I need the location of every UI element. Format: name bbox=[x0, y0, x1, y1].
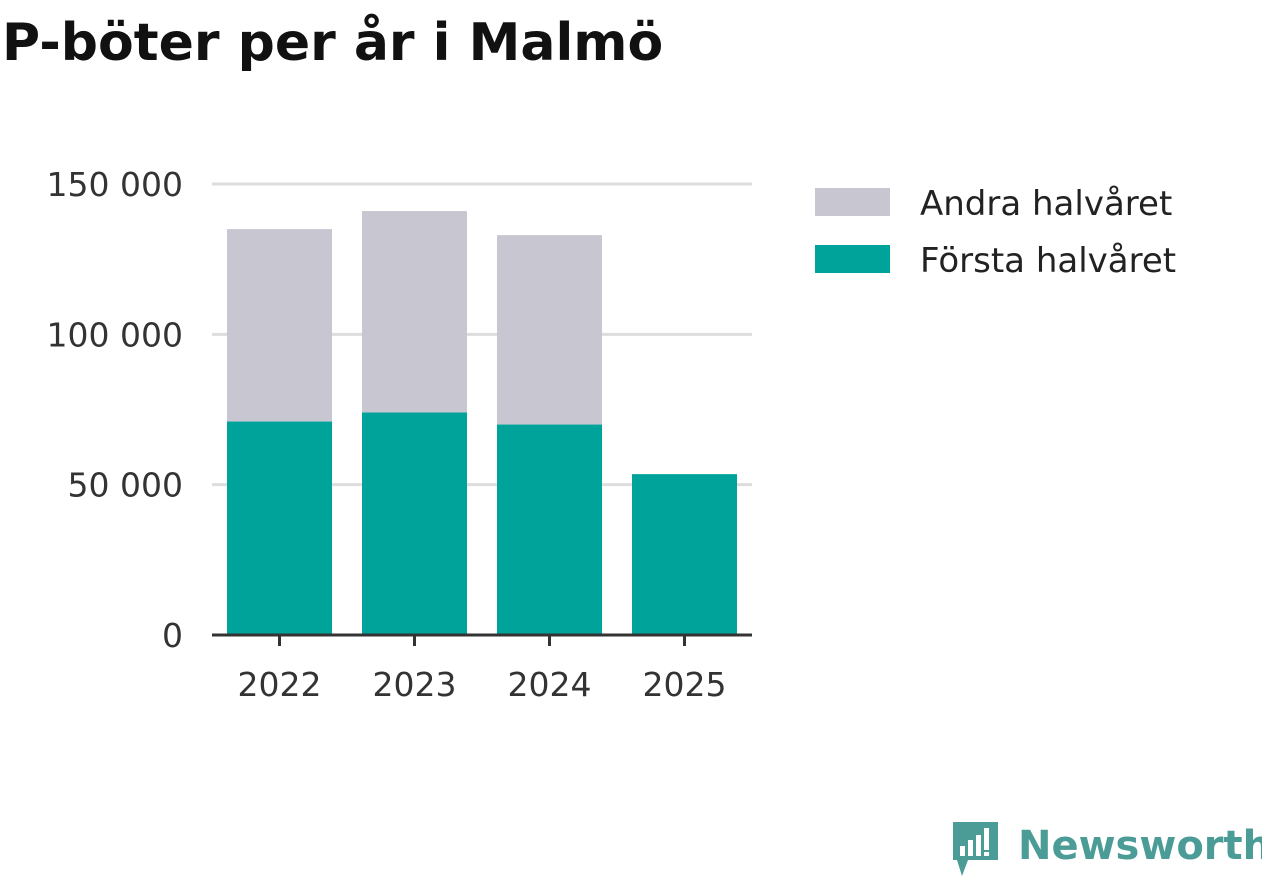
x-tick-label-2024: 2024 bbox=[508, 665, 592, 704]
y-tick-label-3: 150 000 bbox=[47, 165, 183, 204]
newsworthy-logo: Newsworthy bbox=[953, 822, 1262, 876]
legend-swatch-0 bbox=[815, 188, 890, 216]
legend-label-0: Andra halvåret bbox=[920, 184, 1172, 224]
legend-label-1: Första halvåret bbox=[920, 241, 1176, 281]
bars bbox=[227, 211, 737, 635]
legend-swatch-1 bbox=[815, 245, 890, 273]
bar-2023-series-0 bbox=[362, 412, 467, 635]
logo-text: Newsworthy bbox=[1018, 823, 1262, 869]
bar-2022-series-1 bbox=[227, 229, 332, 422]
x-tick-label-2025: 2025 bbox=[643, 665, 727, 704]
bar-2022-series-0 bbox=[227, 421, 332, 635]
legend: Andra halvåret Första halvåret bbox=[815, 184, 1176, 281]
x-axis: 2022 2023 2024 2025 bbox=[212, 633, 752, 704]
bar-2023-series-1 bbox=[362, 211, 467, 413]
bar-2024-series-0 bbox=[497, 424, 602, 635]
bar-2024-series-1 bbox=[497, 235, 602, 425]
bar-2025-series-0 bbox=[632, 474, 737, 635]
y-tick-label-1: 50 000 bbox=[68, 466, 183, 505]
y-axis: 0 50 000 100 000 150 000 bbox=[47, 165, 183, 655]
chart-bubble-icon bbox=[953, 822, 998, 876]
chart-title: P-böter per år i Malmö bbox=[2, 13, 664, 73]
x-tick-label-2023: 2023 bbox=[373, 665, 457, 704]
x-tick-label-2022: 2022 bbox=[238, 665, 322, 704]
y-tick-label-2: 100 000 bbox=[47, 315, 183, 354]
y-tick-label-0: 0 bbox=[162, 616, 183, 655]
